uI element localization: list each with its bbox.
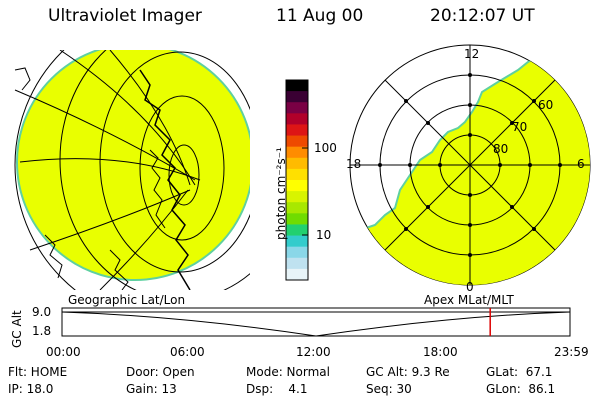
colorbar-tick-100: 100 xyxy=(314,141,337,155)
timeline-xtick-2359: 23:59 xyxy=(554,345,589,359)
colorbar-band xyxy=(286,146,308,159)
colorbar-band xyxy=(286,268,308,281)
orbit-altitude-plot xyxy=(61,307,571,337)
globe-emission-fill xyxy=(16,50,250,281)
colorbar-tick-10: 10 xyxy=(316,228,332,242)
colorbar-band xyxy=(286,213,308,225)
lat-label-80: 80 xyxy=(493,142,509,156)
colorbar-band xyxy=(286,168,308,181)
status-gain: Gain: 13 xyxy=(126,382,177,396)
observation-date: 11 Aug 00 xyxy=(276,6,364,26)
lat-label-60: 60 xyxy=(538,98,554,112)
status-glon: GLon: 86.1 xyxy=(486,382,556,396)
status-gc-alt: GC Alt: 9.3 Re xyxy=(366,365,450,379)
colorbar-unit-label: photon cm⁻²s⁻¹ xyxy=(274,147,288,240)
instrument-title: Ultraviolet Imager xyxy=(48,6,202,26)
status-flight: Flt: HOME xyxy=(8,365,68,379)
polar-image xyxy=(349,44,591,286)
mlt-label-18: 18 xyxy=(346,157,362,171)
colorbar-band xyxy=(286,191,308,203)
status-mode: Mode: Normal xyxy=(246,365,330,379)
lat-label-70: 70 xyxy=(512,120,528,134)
status-dsp: Dsp: 4.1 xyxy=(246,382,308,396)
intensity-colorbar xyxy=(285,79,309,281)
timeline-xtick-1800: 18:00 xyxy=(423,345,458,359)
globe-image xyxy=(14,50,250,290)
colorbar-band xyxy=(286,113,308,125)
colorbar-band xyxy=(286,135,308,148)
timeline-ytick-high: 9.0 xyxy=(32,305,52,319)
colorbar-band xyxy=(286,257,308,270)
status-seq: Seq: 30 xyxy=(366,382,412,396)
colorbar-band xyxy=(286,235,308,248)
colorbar-band xyxy=(286,202,308,214)
colorbar-band xyxy=(286,80,308,92)
colorbar-band xyxy=(286,224,308,237)
timeline-xtick-0000: 00:00 xyxy=(46,345,81,359)
status-glat: GLat: 67.1 xyxy=(486,365,553,379)
observation-time: 20:12:07 UT xyxy=(430,6,535,26)
colorbar-band xyxy=(286,246,308,259)
status-ip: IP: 18.0 xyxy=(8,382,54,396)
colorbar-band xyxy=(286,180,308,192)
timeline-xtick-0600: 06:00 xyxy=(170,345,205,359)
mlt-label-6: 6 xyxy=(577,157,585,171)
timeline-ytick-low: 1.8 xyxy=(32,324,52,338)
timeline-left-title: Geographic Lat/Lon xyxy=(68,293,186,307)
mlt-label-0: 0 xyxy=(466,280,474,294)
mlt-label-12: 12 xyxy=(464,47,480,61)
colorbar-band xyxy=(286,124,308,137)
colorbar-band xyxy=(286,102,308,114)
colorbar-band xyxy=(286,157,308,170)
colorbar-band xyxy=(286,91,308,103)
status-door: Door: Open xyxy=(126,365,195,379)
timeline-axis-label: GC Alt xyxy=(10,310,24,348)
timeline-xtick-1200: 12:00 xyxy=(296,345,331,359)
timeline-right-title: Apex MLat/MLT xyxy=(424,293,514,307)
